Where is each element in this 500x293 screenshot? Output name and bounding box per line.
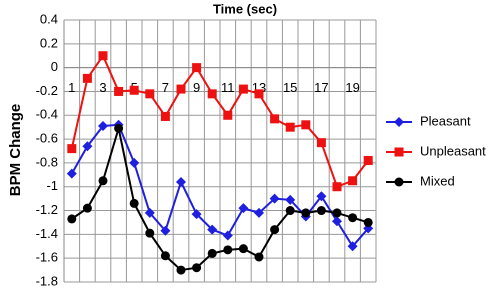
marker [129, 157, 140, 168]
y-tick-label: -0.8 [36, 154, 58, 169]
x-tick-label: 11 [221, 80, 235, 95]
marker [160, 251, 170, 261]
y-axis-label: BPM Change [7, 104, 24, 197]
marker [98, 120, 108, 131]
marker [316, 138, 326, 148]
marker [114, 86, 124, 96]
x-tick-label: 15 [283, 80, 297, 95]
marker [363, 217, 373, 227]
marker [363, 156, 373, 166]
chart-title: Time (sec) [213, 1, 277, 16]
marker [98, 51, 108, 61]
marker [316, 206, 326, 216]
marker [223, 245, 233, 255]
legend-label: Unpleasant [420, 143, 486, 158]
marker [285, 122, 295, 132]
y-tick-label: -0.4 [36, 107, 58, 122]
x-tick-label: 17 [314, 80, 328, 95]
marker [207, 89, 217, 99]
marker [254, 207, 264, 218]
marker [144, 207, 155, 218]
marker [160, 111, 170, 121]
y-tick-label: -1 [46, 178, 58, 193]
x-tick-label: 7 [162, 80, 169, 95]
marker [332, 208, 342, 218]
x-tick-label: 19 [345, 80, 359, 95]
marker [176, 265, 186, 275]
marker [207, 248, 217, 258]
marker [270, 114, 280, 124]
marker [348, 176, 358, 186]
marker [66, 168, 77, 179]
marker [348, 213, 358, 223]
marker [285, 206, 295, 216]
marker [114, 123, 124, 133]
marker [254, 89, 264, 99]
marker [207, 224, 218, 235]
marker [98, 176, 108, 186]
y-tick-label: -1.4 [36, 226, 58, 241]
marker [145, 228, 155, 238]
x-tick-label: 3 [99, 80, 106, 95]
y-tick-label: 0.4 [40, 11, 58, 26]
y-tick-label: 0 [51, 59, 58, 74]
marker [176, 176, 186, 187]
marker [82, 203, 92, 213]
legend-label: Pleasant [420, 113, 471, 128]
marker [238, 203, 249, 214]
marker [394, 177, 404, 187]
marker [160, 225, 171, 236]
marker [129, 198, 139, 208]
y-tick-label: 0.2 [40, 35, 58, 50]
marker [222, 230, 233, 241]
marker [192, 263, 202, 273]
marker [67, 214, 77, 224]
y-tick-label: -0.2 [36, 83, 58, 98]
marker [347, 241, 358, 252]
marker [82, 73, 92, 83]
marker [394, 147, 404, 157]
marker [145, 89, 155, 99]
marker [191, 209, 202, 220]
marker [285, 194, 296, 205]
x-tick-label: 1 [68, 80, 75, 95]
marker [238, 244, 248, 254]
marker [301, 208, 311, 218]
marker [301, 120, 311, 130]
x-tick-label: 9 [193, 80, 200, 95]
marker [238, 84, 248, 94]
y-tick-label: -1.8 [36, 273, 58, 288]
marker [176, 84, 186, 94]
marker [67, 144, 77, 154]
marker [270, 225, 280, 235]
y-tick-label: -1.2 [36, 202, 58, 217]
marker [192, 63, 202, 73]
marker [223, 110, 233, 120]
marker [332, 182, 342, 192]
marker [332, 216, 342, 227]
y-tick-label: -0.6 [36, 131, 58, 146]
marker [394, 117, 404, 127]
legend-label: Mixed [420, 173, 455, 188]
marker [82, 141, 93, 152]
marker [269, 193, 280, 204]
marker [129, 85, 139, 95]
marker [316, 191, 327, 202]
y-tick-label: -1.6 [36, 250, 58, 265]
marker [254, 252, 264, 262]
